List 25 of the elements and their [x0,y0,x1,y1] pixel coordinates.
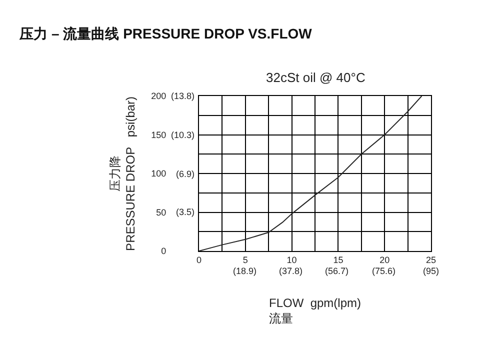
y2-tick-label: (10.3) [171,130,195,140]
y2-tick-label: (13.8) [171,91,195,101]
x2-tick-label: (75.6) [372,266,396,276]
y-tick-label: 50 [156,207,166,218]
y-tick-label: 150 [151,130,166,140]
y2-tick-label: (6.9) [176,169,195,179]
x2-tick-label: (56.7) [325,266,349,276]
chart-subtitle: 32cSt oil @ 40°C [266,70,366,85]
chart-title: 压力 – 流量曲线 PRESSURE DROP VS.FLOW [18,26,313,42]
y2-tick-label: (3.5) [176,207,195,217]
x-tick-label: 5 [242,254,248,265]
line-series [199,96,422,251]
x-tick-label: 20 [380,254,390,265]
y-axis-title: 压力降 PRESSURE DROP psi(bar) [108,96,138,251]
x-tick-label: 15 [333,254,344,265]
x-tick-label: 10 [286,254,297,265]
x2-tick-label: (95) [423,266,440,276]
x-axis-title: FLOW gpm(lpm) 流量 [269,296,362,326]
y-tick-label: 100 [151,168,166,179]
x-tick-label: 25 [426,254,436,265]
y-tick-label: 200 [151,91,166,102]
x2-tick-label: (18.9) [233,266,257,276]
x-tick-label: 0 [196,254,202,265]
x2-tick-label: (37.8) [279,266,303,276]
y-tick-label: 0 [161,246,166,256]
